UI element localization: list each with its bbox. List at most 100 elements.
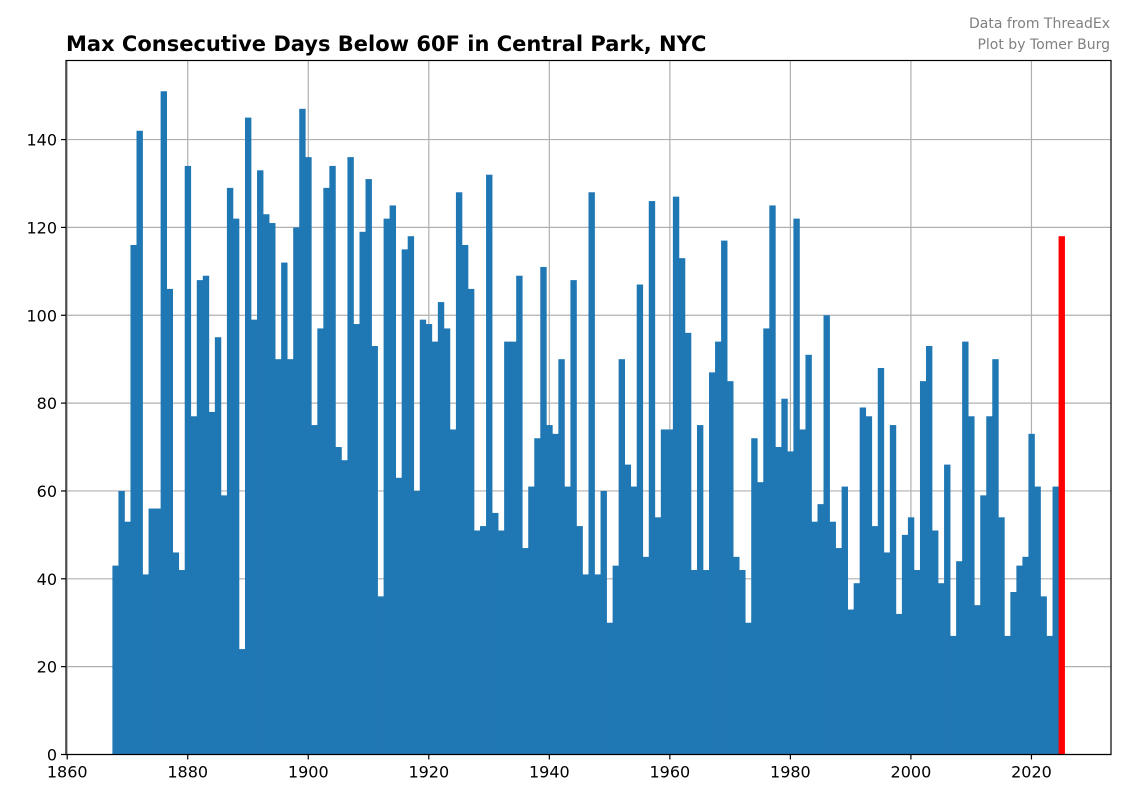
bar-1949 [600, 490, 607, 755]
x-tick-label-1920: 1920 [408, 763, 449, 782]
bar-1877 [166, 288, 174, 755]
bar-2015 [998, 517, 1005, 755]
bar-1991 [853, 583, 861, 755]
bar-1974 [751, 438, 758, 755]
bar-2014 [992, 359, 999, 755]
bar-2002 [919, 381, 927, 755]
bar-1948 [594, 574, 601, 755]
bar-1929 [480, 526, 487, 755]
axis-ticks: 0 20 40 60 80 100 120 140 1860 1880 1900 1920 1940 19… [26, 131, 1051, 782]
bar-1868 [112, 565, 119, 755]
bar-1986 [823, 315, 830, 755]
bar-1906 [341, 460, 348, 755]
bar-1985 [817, 504, 824, 755]
bar-1938 [534, 438, 541, 755]
bar-1999 [901, 534, 909, 755]
bar-1889 [238, 649, 246, 755]
bar-1926 [461, 244, 469, 755]
bar-2012 [980, 495, 987, 755]
bar-1918 [413, 490, 421, 755]
bar-1912 [377, 596, 384, 755]
bar-1934 [510, 341, 517, 755]
bar-1971 [733, 556, 740, 755]
bar-1900 [305, 157, 312, 755]
x-tick-label-1940: 1940 [529, 763, 570, 782]
bar-1947 [588, 192, 595, 755]
bar-1969 [721, 240, 728, 755]
bar-2011 [974, 605, 981, 755]
bar-1920 [425, 324, 433, 755]
bar-1881 [190, 416, 198, 755]
bar-1954 [630, 486, 638, 755]
bar-1916 [401, 249, 409, 755]
bar-1896 [281, 262, 288, 755]
bar-1898 [293, 227, 300, 755]
bar-1952 [618, 359, 626, 755]
bar-1930 [486, 174, 493, 755]
bar-1890 [244, 117, 252, 755]
bar-1892 [257, 170, 264, 755]
y-tick-label-0: 0 [47, 746, 57, 765]
bar-1909 [359, 231, 366, 755]
x-tick-label-2000: 2000 [891, 763, 932, 782]
bar-1902 [317, 328, 324, 755]
bar-1945 [576, 526, 583, 755]
bar-1885 [214, 337, 222, 755]
bar-1976 [763, 328, 770, 755]
bar-2022 [1040, 596, 1047, 755]
y-tick-label-140: 140 [26, 131, 57, 150]
bar-1887 [226, 187, 234, 755]
y-tick-label-80: 80 [37, 394, 57, 413]
bar-1968 [715, 341, 722, 755]
bar-1871 [130, 244, 137, 755]
bar-1951 [612, 565, 619, 755]
bar-1978 [775, 447, 782, 755]
bar-1925 [455, 192, 463, 755]
bar-1997 [889, 425, 897, 755]
bar-1973 [745, 622, 752, 755]
bar-1884 [208, 411, 216, 755]
bar-1911 [371, 346, 378, 755]
bar-1943 [564, 486, 571, 755]
y-tick-label-40: 40 [37, 570, 57, 589]
bar-1964 [690, 570, 698, 755]
bar-2000 [907, 517, 915, 755]
bar-1928 [474, 530, 481, 755]
bar-1932 [498, 530, 505, 755]
bar-1963 [684, 332, 692, 755]
x-tick-label-1860: 1860 [47, 763, 88, 782]
bar-1904 [329, 165, 336, 755]
bar-2007 [950, 635, 957, 755]
bar-1894 [269, 223, 276, 755]
bar-1944 [570, 280, 577, 755]
bar-1888 [232, 218, 240, 755]
bar-1879 [178, 570, 186, 755]
bar-2021 [1034, 486, 1041, 755]
bar-1942 [558, 359, 565, 755]
bar-1955 [636, 284, 644, 755]
x-tick-label-1960: 1960 [649, 763, 690, 782]
bar-1915 [395, 477, 403, 755]
bar-1970 [727, 381, 734, 755]
bar-2024 [1052, 486, 1059, 755]
bar-1959 [660, 429, 668, 755]
bar-2020 [1028, 433, 1035, 755]
bar-1984 [811, 521, 818, 755]
bar-1897 [287, 359, 294, 755]
credit-line-2: Plot by Tomer Burg [977, 37, 1110, 53]
bar-1873 [142, 574, 149, 755]
bar-1907 [347, 157, 354, 755]
bar-1933 [504, 341, 511, 755]
bar-1914 [389, 205, 396, 755]
y-tick-label-20: 20 [37, 658, 57, 677]
bar-1995 [877, 367, 885, 755]
bar-1886 [220, 495, 228, 755]
bar-1891 [251, 319, 258, 755]
bar-1921 [431, 341, 439, 755]
bar-1946 [582, 574, 589, 755]
bar-1987 [829, 521, 836, 755]
bar-1988 [835, 548, 842, 755]
bar-1922 [437, 302, 445, 755]
bar-1901 [311, 425, 318, 755]
bar-2001 [913, 570, 921, 755]
